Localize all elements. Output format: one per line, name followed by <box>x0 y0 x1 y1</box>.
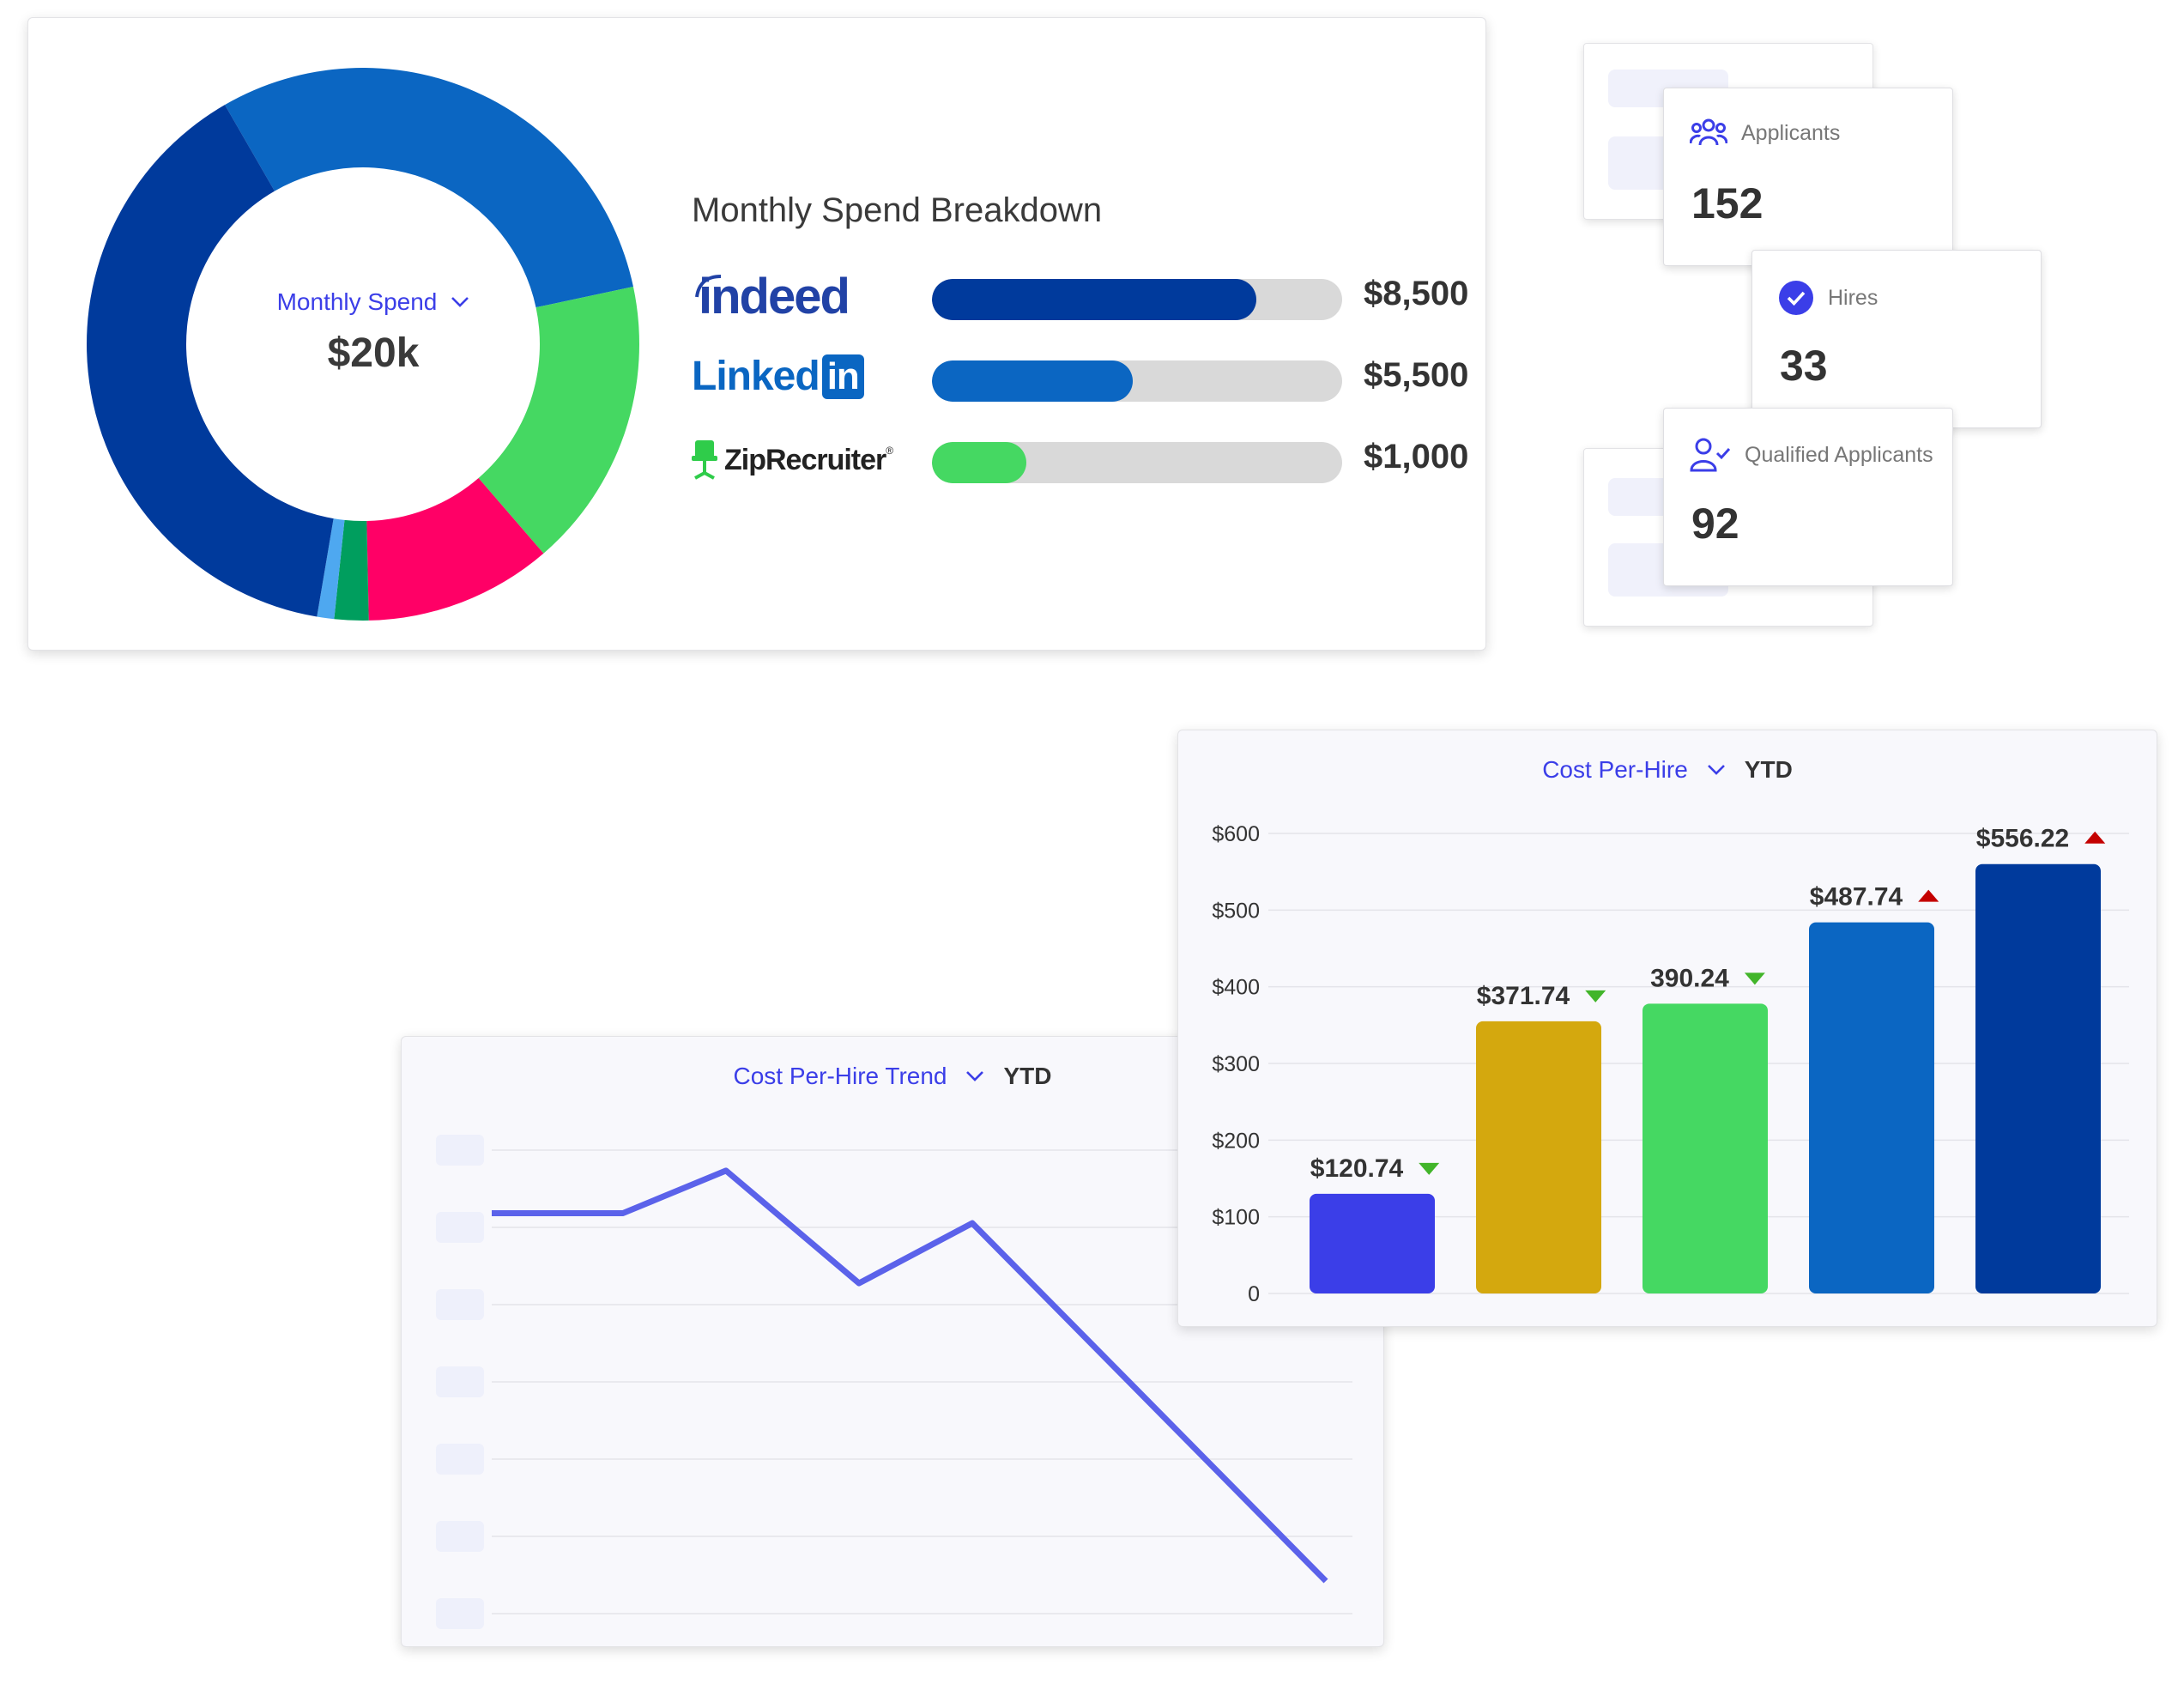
stat-header: Applicants <box>1690 118 1840 148</box>
axis-placeholder <box>436 1521 484 1552</box>
y-tick-label: $200 <box>1212 1129 1260 1153</box>
indeed-arc-icon <box>695 275 722 298</box>
donut-slice-3 <box>334 519 369 621</box>
bar-card-header: Cost Per-Hire YTD <box>1178 756 2157 784</box>
trend-line-chart <box>436 1135 1352 1629</box>
y-tick-label: $100 <box>1212 1206 1260 1230</box>
breakdown-title: Monthly Spend Breakdown <box>692 191 1103 229</box>
linkedin-amount: $5,500 <box>1364 356 1469 394</box>
linkedin-in-box: in <box>821 354 864 399</box>
monthly-spend-card: Monthly Spend $20k Monthly Spend Breakdo… <box>27 17 1486 651</box>
indeed-bar-fill <box>932 279 1256 320</box>
stat-card-applicants: Applicants 152 <box>1663 88 1953 266</box>
chevron-down-icon <box>966 1071 984 1081</box>
bar-value-label: $371.74 <box>1477 982 1570 1010</box>
source-row-ziprecruiter: ZipRecruiter ® $1,000 <box>692 434 1481 486</box>
chair-icon <box>692 440 717 480</box>
check-circle-icon <box>1779 281 1813 315</box>
axis-placeholder <box>436 1366 484 1397</box>
stat-header: Qualified Applicants <box>1690 438 1933 472</box>
trend-down-icon <box>1744 972 1765 985</box>
bar-2 <box>1643 1003 1768 1293</box>
linkedin-wordmark-text: Linked <box>692 354 820 399</box>
source-row-linkedin: Linked in $5,500 <box>692 353 1481 404</box>
stat-value: 33 <box>1780 342 1828 390</box>
trend-card-header: Cost Per-Hire Trend YTD <box>402 1063 1383 1090</box>
ziprecruiter-amount: $1,000 <box>1364 438 1469 476</box>
linkedin-bar-fill <box>932 360 1134 402</box>
stat-card-qualified-applicants: Qualified Applicants 92 <box>1663 408 1953 586</box>
linkedin-logo: Linked in <box>692 353 898 404</box>
donut-center: Monthly Spend $20k <box>159 288 588 377</box>
bar-value-label: $556.22 <box>1976 825 2069 853</box>
y-tick-label: $600 <box>1212 822 1260 846</box>
cost-metric-label: Cost Per-Hire <box>1542 756 1688 783</box>
stat-label: Hires <box>1828 285 1878 310</box>
monthly-spend-dropdown[interactable]: Monthly Spend <box>277 288 470 316</box>
user-check-icon <box>1690 438 1731 472</box>
axis-placeholder <box>436 1289 484 1320</box>
stat-label: Applicants <box>1741 120 1841 145</box>
y-tick-label: 0 <box>1248 1282 1260 1306</box>
indeed-logo: indeed <box>692 269 898 324</box>
ziprecruiter-wordmark-text: ZipRecruiter <box>724 443 886 476</box>
monthly-spend-label: Monthly Spend <box>276 288 438 315</box>
ziprecruiter-logo: ZipRecruiter ® <box>692 434 898 486</box>
trend-metric-dropdown[interactable]: Cost Per-Hire Trend <box>734 1063 985 1090</box>
cost-per-hire-bar-chart: 0 $100 $200 $300 $400 $500 $600 $120.74 $371.74 3… <box>1212 822 2129 1306</box>
trend-period-label: YTD <box>1003 1063 1052 1089</box>
spend-donut-chart <box>86 67 639 621</box>
axis-placeholder <box>436 1135 484 1166</box>
stat-value: 152 <box>1691 179 1764 227</box>
axis-placeholder <box>436 1444 484 1475</box>
bar-value-label: 390.24 <box>1650 964 1729 992</box>
linkedin-wordmark: Linked in <box>692 353 864 400</box>
axis-placeholder <box>436 1212 484 1243</box>
ziprecruiter-wordmark: ZipRecruiter ® <box>692 434 893 486</box>
stat-label: Qualified Applicants <box>1745 442 1933 467</box>
bar-3 <box>1809 922 1934 1293</box>
bar-value-label: $120.74 <box>1310 1154 1404 1183</box>
donut-slice-4 <box>317 518 345 620</box>
trend-down-icon <box>1419 1162 1440 1175</box>
trend-up-icon <box>1918 889 1939 902</box>
cost-period-label: YTD <box>1744 756 1793 783</box>
stat-value: 92 <box>1691 500 1739 548</box>
donut-slice-1 <box>478 287 639 554</box>
trend-series-line <box>492 1167 1328 1584</box>
chevron-down-icon <box>451 297 469 307</box>
trend-metric-label: Cost Per-Hire Trend <box>733 1063 947 1089</box>
stat-header: Hires <box>1778 280 1878 316</box>
axis-placeholder <box>436 1598 484 1629</box>
y-tick-label: $400 <box>1212 976 1260 1000</box>
donut-slice-5 <box>86 105 334 617</box>
donut-slice-2 <box>366 477 544 621</box>
indeed-wordmark: indeed <box>699 269 850 324</box>
cost-per-hire-card: Cost Per-Hire YTD 0 $100 $200 $300 $400 $500 $… <box>1177 730 2157 1327</box>
ziprecruiter-bar-track <box>932 442 1342 483</box>
monthly-spend-value: $20k <box>327 330 420 376</box>
registered-mark: ® <box>886 445 894 457</box>
y-tick-label: $500 <box>1212 899 1260 923</box>
bar-0 <box>1310 1193 1435 1293</box>
indeed-amount: $8,500 <box>1364 275 1469 312</box>
source-row-indeed: indeed $8,500 <box>692 269 1481 324</box>
indeed-bar-track <box>932 279 1342 320</box>
bar-1 <box>1476 1021 1601 1293</box>
ziprecruiter-bar-fill <box>932 442 1026 483</box>
cost-metric-dropdown[interactable]: Cost Per-Hire <box>1542 756 1726 784</box>
chevron-down-icon <box>1707 765 1725 775</box>
donut-slice-0 <box>225 67 633 308</box>
linkedin-bar-track <box>932 360 1342 402</box>
bar-value-label: $487.74 <box>1810 883 1903 912</box>
trend-up-icon <box>2084 831 2106 844</box>
trend-down-icon <box>1585 990 1606 1003</box>
y-tick-label: $300 <box>1212 1052 1260 1076</box>
users-icon <box>1690 118 1727 146</box>
stat-card-hires: Hires 33 <box>1751 250 2042 428</box>
bar-4 <box>1975 863 2101 1293</box>
